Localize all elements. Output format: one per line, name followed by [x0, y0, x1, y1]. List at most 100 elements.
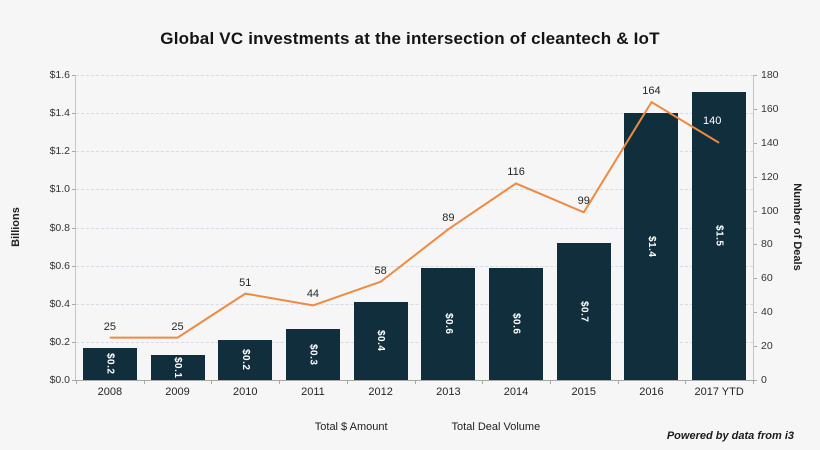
left-tick-mark — [72, 341, 76, 343]
gridline — [76, 75, 753, 76]
right-tick-mark — [753, 142, 757, 144]
bar-value-label: $0.2 — [239, 349, 251, 371]
left-axis-tick-label: $0.2 — [49, 335, 70, 348]
right-tick-mark — [753, 380, 757, 381]
bar-value-label: $0.6 — [510, 313, 522, 335]
line-point-label: 140 — [702, 114, 722, 127]
x-axis-category-label: 2010 — [233, 386, 258, 398]
gridline — [76, 341, 753, 343]
right-axis-line — [753, 75, 754, 380]
bar-value-label: $0.4 — [375, 330, 387, 352]
bar-value-label: $0.2 — [104, 353, 116, 375]
chart-title: Global VC investments at the intersectio… — [160, 29, 660, 48]
left-axis-tick-label: $1.2 — [49, 145, 70, 158]
line-point-label: 164 — [642, 85, 661, 98]
left-tick-mark — [72, 265, 76, 267]
x-tick-mark — [617, 380, 619, 384]
right-axis-tick-label: 40 — [761, 306, 773, 319]
bar-2008: $0.2 — [82, 347, 137, 380]
right-tick-mark — [753, 312, 757, 314]
bar-2012: $0.4 — [353, 301, 408, 380]
x-axis-category-label: 2008 — [97, 386, 123, 398]
legend-item-total-amount: Total $ Amount — [289, 421, 388, 433]
legend-label: Total Deal Volume — [451, 421, 541, 433]
x-tick-mark — [685, 380, 687, 384]
x-tick-mark — [482, 380, 484, 384]
x-tick-mark — [279, 380, 281, 384]
bar-value-label: $0.3 — [307, 343, 319, 365]
right-axis-tick-label: 20 — [761, 340, 773, 353]
left-tick-mark — [72, 227, 76, 229]
left-tick-mark — [72, 151, 76, 153]
right-tick-mark — [753, 108, 757, 110]
right-tick-mark — [753, 278, 757, 280]
line-point-label: 89 — [442, 212, 455, 225]
line-point-label: 116 — [507, 166, 525, 179]
x-axis-category-label: 2016 — [639, 386, 664, 398]
left-tick-mark — [72, 380, 76, 381]
left-axis-tick-label: $0.0 — [49, 374, 70, 386]
right-tick-mark — [753, 176, 757, 178]
x-tick-mark — [549, 380, 551, 384]
right-axis-tick-label: 60 — [761, 272, 773, 285]
x-tick-mark — [211, 380, 213, 384]
line-point-label: 25 — [171, 320, 184, 333]
bar-2014: $0.6 — [489, 267, 544, 380]
right-axis-tick-label: 0 — [761, 374, 767, 386]
left-axis-tick-label: $0.4 — [49, 297, 70, 310]
right-tick-mark — [753, 75, 757, 76]
x-axis-category-label: 2014 — [503, 386, 529, 398]
bar-value-label: $1.4 — [645, 235, 657, 258]
right-axis-tick-label: 120 — [761, 170, 779, 183]
x-axis-category-label: 2013 — [436, 386, 461, 398]
left-axis-tick-label: $0.6 — [49, 259, 70, 272]
bar-swatch-icon — [289, 424, 309, 430]
x-tick-mark — [414, 380, 416, 384]
bar-2011: $0.3 — [285, 328, 340, 380]
bar-2010: $0.2 — [218, 339, 273, 380]
left-axis-tick-label: $1.0 — [49, 183, 70, 196]
credit-text: Powered by data from i3 — [666, 430, 794, 442]
legend-item-deal-volume: Total Deal Volume — [428, 421, 541, 433]
left-tick-mark — [72, 303, 76, 305]
right-tick-mark — [753, 346, 757, 348]
bar-value-label: $0.1 — [172, 356, 184, 379]
left-tick-mark — [72, 113, 76, 115]
line-swatch-icon — [428, 426, 446, 428]
left-axis-line — [75, 75, 76, 380]
right-axis-tick-label: 140 — [761, 136, 779, 149]
bar-2009: $0.1 — [150, 355, 205, 380]
line-point-label: 25 — [103, 320, 116, 333]
x-tick-mark — [76, 380, 77, 384]
right-axis-title: Number of Deals — [791, 183, 803, 271]
left-tick-mark — [72, 75, 76, 76]
right-axis-tick-label: 80 — [761, 238, 773, 251]
bar-2013: $0.6 — [421, 267, 476, 380]
right-tick-mark — [753, 210, 757, 212]
x-tick-mark — [346, 380, 348, 384]
line-point-label: 99 — [577, 195, 590, 208]
bar-2016: $1.4 — [624, 113, 679, 380]
bar-2015: $0.7 — [556, 242, 611, 380]
x-axis-category-label: 2015 — [571, 386, 596, 398]
bar-value-label: $0.7 — [578, 300, 590, 323]
left-tick-mark — [72, 189, 76, 191]
right-axis-tick-label: 180 — [761, 69, 779, 81]
bar-2017 YTD: $1.5 — [692, 92, 747, 380]
x-axis-category-label: 2012 — [368, 386, 393, 398]
right-axis-tick-label: 160 — [761, 102, 779, 115]
left-axis-tick-label: $0.8 — [49, 221, 70, 234]
line-point-label: 51 — [239, 276, 252, 289]
x-axis-category-label: 2009 — [165, 386, 190, 398]
left-axis-tick-label: $1.6 — [49, 69, 70, 81]
x-axis-category-label: 2017 YTD — [694, 386, 744, 398]
legend: Total $ Amount Total Deal Volume — [76, 420, 753, 434]
line-point-label: 58 — [374, 264, 387, 277]
x-tick-mark — [143, 380, 145, 384]
line-point-label: 44 — [306, 288, 320, 301]
bar-value-label: $0.6 — [442, 313, 454, 335]
right-axis-tick-label: 100 — [761, 204, 779, 217]
right-tick-mark — [753, 244, 757, 246]
bar-value-label: $1.5 — [713, 225, 725, 247]
